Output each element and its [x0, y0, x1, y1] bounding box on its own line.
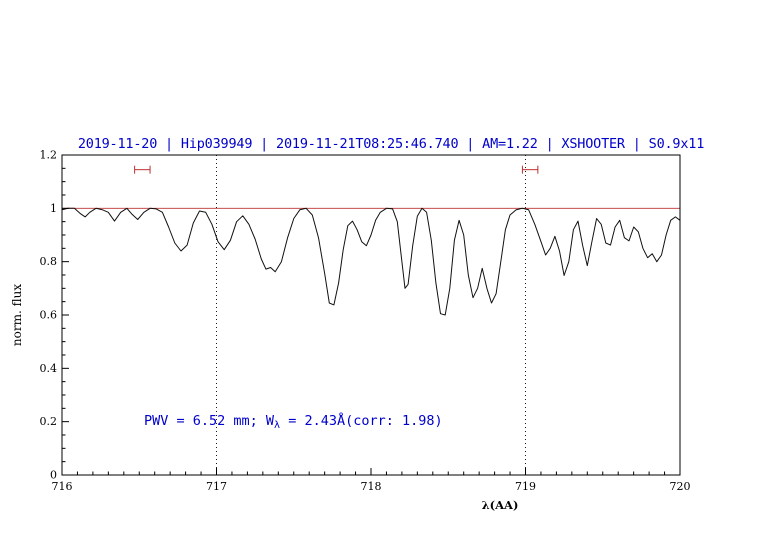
pwv-interval-marker [521, 165, 539, 174]
y-tick-label: 0 [50, 469, 57, 482]
y-tick-label: 0.4 [40, 362, 58, 375]
pwv-annotation: PWV = 6.52 mm; Wλ = 2.43Å(corr: 1.98) [144, 413, 443, 431]
y-tick-label: 0.8 [40, 255, 58, 268]
x-tick-label: 720 [670, 480, 691, 493]
y-tick-label: 0.2 [40, 415, 58, 428]
x-tick-label: 716 [52, 480, 73, 493]
pwv-interval-marker [134, 165, 151, 174]
pwv-annotation-suffix: = 2.43Å(corr: 1.98) [280, 413, 443, 429]
y-tick-label: 1.2 [40, 149, 58, 162]
y-axis-label: norm. flux [10, 283, 24, 347]
y-tick-label: 0.6 [40, 309, 58, 322]
x-axis-label: λ(AA) [481, 498, 519, 512]
pwv-annotation-prefix: PWV = 6.52 mm; W [144, 413, 275, 429]
x-tick-label: 719 [515, 480, 536, 493]
x-tick-label: 718 [361, 480, 382, 493]
x-tick-label: 717 [206, 480, 227, 493]
lambda-subscript: λ [274, 420, 281, 431]
spectrum-line [61, 207, 681, 316]
plot-title: 2019-11-20 | Hip039949 | 2019-11-21T08:2… [77, 136, 705, 152]
y-tick-label: 1 [50, 202, 57, 215]
